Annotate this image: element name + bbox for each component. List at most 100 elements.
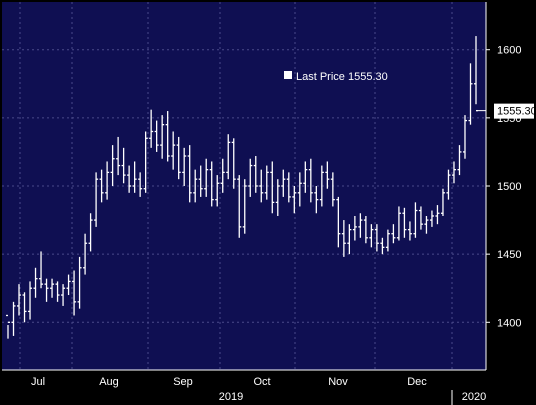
- ohlc-bar: [39, 251, 44, 289]
- legend-swatch: [284, 71, 292, 79]
- ohlc-bar: [215, 175, 220, 207]
- ohlc-series: [6, 36, 478, 339]
- ohlc-bar: [176, 136, 181, 180]
- ohlc-bar: [204, 158, 209, 197]
- ohlc-bar: [226, 134, 231, 180]
- ohlc-bar: [160, 115, 165, 159]
- y-tick-label: 1400: [497, 317, 521, 329]
- legend: Last Price 1555.30: [284, 71, 388, 83]
- ohlc-bar: [358, 213, 363, 238]
- ohlc-bar: [121, 147, 126, 184]
- ohlc-bar: [110, 145, 115, 186]
- ohlc-bar: [55, 281, 60, 302]
- ohlc-bar: [330, 172, 335, 207]
- ohlc-bar: [77, 256, 82, 309]
- ohlc-bar: [292, 186, 297, 214]
- ohlc-bar: [457, 145, 462, 176]
- ohlc-bar: [281, 169, 286, 197]
- ohlc-bar: [182, 147, 187, 186]
- ohlc-bar: [248, 158, 253, 197]
- ohlc-bar: [369, 224, 374, 248]
- ohlc-bar: [11, 301, 16, 336]
- ohlc-bar: [314, 186, 319, 214]
- ohlc-bar: [44, 278, 49, 302]
- grid-lines: [2, 2, 486, 370]
- ohlc-bar: [435, 205, 440, 225]
- ohlc-bar: [413, 202, 418, 238]
- ohlc-bar: [418, 206, 423, 230]
- ohlc-bar: [99, 169, 104, 203]
- ohlc-bar: [336, 196, 341, 248]
- x-tick-label: Dec: [407, 376, 427, 388]
- ohlc-bar: [407, 221, 412, 241]
- year-label: 2020: [462, 391, 486, 403]
- ohlc-bar: [22, 292, 27, 323]
- ohlc-bar: [297, 172, 302, 207]
- ohlc-bar: [72, 270, 77, 316]
- x-axis: Jul Aug Sep Oct Nov Dec 2019 2020: [2, 369, 486, 405]
- ohlc-bar: [270, 161, 275, 214]
- ohlc-bar: [468, 63, 473, 125]
- ohlc-bar: [253, 156, 258, 193]
- ohlc-bar: [440, 188, 445, 216]
- ohlc-bar: [363, 215, 368, 244]
- last-price-marker: 1555.30: [476, 103, 536, 119]
- ohlc-bar: [209, 161, 214, 207]
- ohlc-bar: [220, 158, 225, 193]
- ohlc-bar: [380, 237, 385, 255]
- ohlc-bar: [149, 109, 154, 148]
- ohlc-bar: [264, 165, 269, 200]
- ohlc-bar: [33, 267, 38, 298]
- ohlc-bar: [237, 175, 242, 238]
- last-price-label: 1555.30: [497, 106, 536, 118]
- ohlc-bar: [429, 210, 434, 227]
- ohlc-bar: [127, 165, 132, 193]
- ohlc-bar: [231, 138, 236, 189]
- ohlc-bar: [446, 169, 451, 200]
- ohlc-bar: [341, 220, 346, 257]
- y-tick-label: 1600: [497, 45, 521, 57]
- ohlc-bar: [374, 224, 379, 252]
- ohlc-bar: [116, 136, 121, 176]
- ohlc-bar: [259, 169, 264, 203]
- x-tick-label: Jul: [31, 376, 45, 388]
- ohlc-bar: [193, 169, 198, 203]
- x-tick-label: Oct: [253, 376, 270, 388]
- year-label: 2019: [219, 391, 243, 403]
- ohlc-bar: [94, 172, 99, 227]
- ohlc-bar: [50, 278, 55, 298]
- ohlc-bar: [6, 314, 10, 339]
- ohlc-bar: [402, 207, 407, 238]
- ohlc-bar: [132, 161, 137, 193]
- ohlc-bar: [66, 274, 71, 296]
- ohlc-bar: [347, 224, 352, 255]
- ohlc-bar: [198, 165, 203, 197]
- ohlc-bar: [275, 179, 280, 216]
- x-tick-label: Aug: [99, 376, 119, 388]
- ohlc-bar: [143, 131, 148, 193]
- ohlc-bar: [391, 224, 396, 244]
- legend-label: Last Price: [296, 71, 345, 83]
- ohlc-bar: [61, 284, 66, 306]
- y-tick-label: 1500: [497, 181, 521, 193]
- legend-value: 1555.30: [348, 71, 388, 83]
- ohlc-bar: [28, 281, 33, 320]
- ohlc-bar: [171, 131, 176, 170]
- last-price-box: [494, 103, 534, 119]
- ohlc-bar: [88, 213, 93, 252]
- y-tick-label: 1450: [497, 249, 521, 261]
- ohlc-bar: [385, 229, 390, 252]
- ohlc-bar: [462, 115, 467, 159]
- ohlc-bar: [286, 172, 291, 203]
- ohlc-bar: [451, 161, 456, 184]
- x-tick-label: Nov: [328, 376, 348, 388]
- ohlc-bar: [325, 161, 330, 189]
- ohlc-bar: [154, 120, 159, 152]
- ohlc-bar: [303, 161, 308, 193]
- ohlc-bar: [105, 161, 110, 200]
- ohlc-bar: [352, 215, 357, 241]
- ohlc-bar: [424, 215, 429, 234]
- ohlc-bar: [396, 206, 401, 241]
- ohlc-bar: [17, 284, 22, 316]
